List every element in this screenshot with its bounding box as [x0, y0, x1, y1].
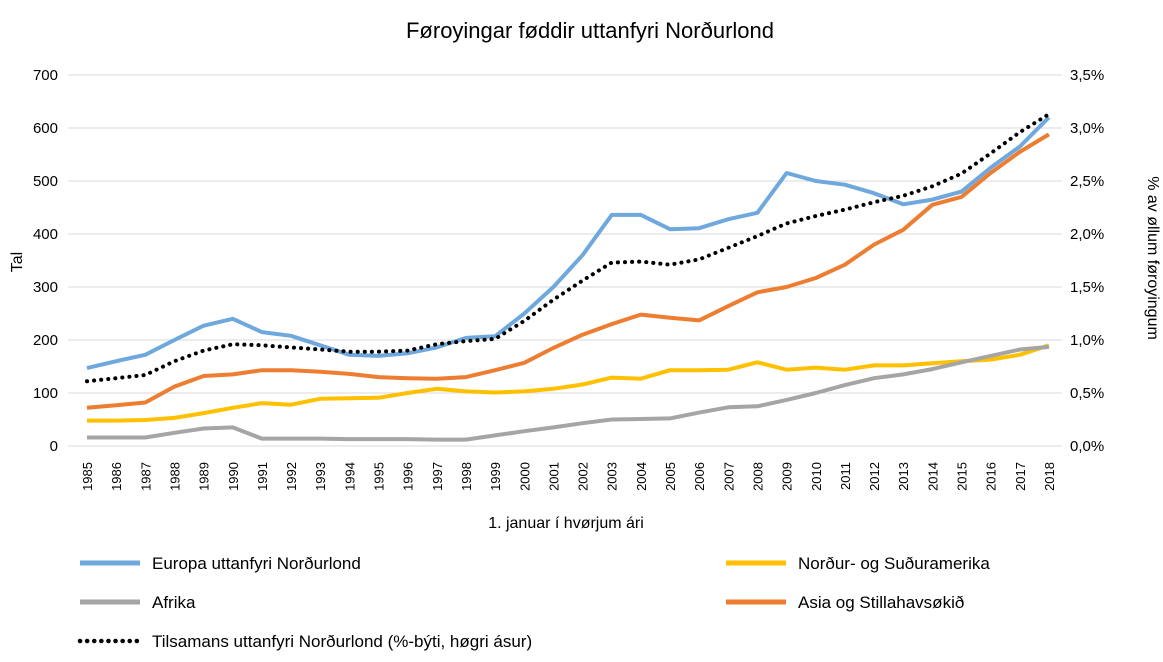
x-tick-label: 2004 [634, 462, 649, 491]
x-tick-label: 1989 [197, 462, 212, 491]
y2-tick-label: 3,5% [1070, 67, 1104, 84]
x-tick-label: 2014 [925, 462, 940, 491]
chart-title: Føroyingar føddir uttanfyri Norðurlond [406, 18, 774, 43]
series-line-5 [85, 112, 1051, 384]
x-tick-label: 1986 [109, 462, 124, 491]
y2-tick-label: 2,0% [1070, 226, 1104, 243]
x-tick-label: 1995 [372, 462, 387, 491]
y-tick-label: 500 [33, 173, 58, 190]
y-tick-label: 0 [50, 438, 58, 455]
x-tick-label: 2017 [1013, 462, 1028, 491]
x-axis-ticks: 1985 1986 1987 1988 1989 1990 1991 1992 1993 1994… [80, 462, 1057, 491]
y2-tick-label: 1,5% [1070, 279, 1104, 296]
series-lines [85, 112, 1051, 442]
legend-label-5: Tilsamans uttanfyri Norðurlond (%-býti, … [152, 632, 532, 651]
x-tick-label: 2011 [838, 462, 853, 490]
gridlines [68, 74, 1062, 447]
left-axis-ticks: 0 100 200 300 400 500 600 700 [33, 67, 58, 455]
x-tick-label: 2012 [867, 462, 882, 491]
x-tick-label: 2002 [576, 462, 591, 491]
x-tick-label: 2016 [984, 462, 999, 491]
x-tick-label: 1987 [138, 462, 153, 491]
x-tick-label: 2000 [517, 462, 532, 491]
y-tick-label: 600 [33, 120, 58, 137]
series-line-3 [87, 344, 1050, 442]
x-axis-label: 1. januar í hvørjum ári [488, 515, 644, 532]
x-tick-label: 2006 [692, 462, 707, 491]
y2-tick-label: 2,5% [1070, 173, 1104, 190]
x-tick-label: 1988 [167, 462, 182, 491]
legend-label-3: Afrika [152, 593, 196, 612]
x-tick-label: 2018 [1042, 462, 1057, 491]
y2-tick-label: 1,0% [1070, 332, 1104, 349]
y-tick-label: 400 [33, 226, 58, 243]
legend-label-4: Asia og Stillahavsøkið [798, 593, 964, 612]
x-tick-label: 2001 [546, 462, 561, 491]
x-tick-label: 1985 [80, 462, 95, 491]
x-tick-label: 2009 [780, 462, 795, 491]
x-tick-label: 1991 [255, 462, 270, 491]
x-tick-label: 2007 [721, 462, 736, 491]
x-tick-label: 2008 [750, 462, 765, 491]
x-tick-label: 1994 [342, 462, 357, 491]
legend-label-1: Europa uttanfyri Norðurlond [152, 554, 361, 573]
y-tick-label: 300 [33, 279, 58, 296]
y-tick-label: 200 [33, 332, 58, 349]
x-tick-label: 1990 [226, 462, 241, 491]
x-tick-label: 2013 [896, 462, 911, 491]
y2-axis-label: % av øllum føroyingum [1144, 176, 1161, 340]
x-tick-label: 2005 [663, 462, 678, 491]
y2-tick-label: 0,5% [1070, 385, 1104, 402]
x-tick-label: 1998 [459, 462, 474, 491]
x-tick-label: 1996 [401, 462, 416, 491]
legend: Europa uttanfyri Norðurlond Norður- og Su… [77, 554, 990, 651]
series-line-1 [86, 115, 1051, 371]
series-line-2 [87, 343, 1050, 423]
x-tick-label: 2015 [955, 462, 970, 491]
y2-tick-label: 0,0% [1070, 438, 1104, 455]
legend-label-2: Norður- og Suðuramerika [798, 554, 990, 573]
x-tick-label: 1997 [430, 462, 445, 491]
x-tick-label: 2010 [809, 462, 824, 491]
series-line-4 [86, 132, 1050, 410]
right-axis-ticks: 0,0% 0,5% 1,0% 1,5% 2,0% 2,5% 3,0% 3,5% [1070, 67, 1104, 455]
x-tick-label: 2003 [605, 462, 620, 491]
y2-tick-label: 3,0% [1070, 120, 1104, 137]
y-tick-label: 100 [33, 385, 58, 402]
x-tick-label: 1993 [313, 462, 328, 491]
x-tick-label: 1999 [488, 462, 503, 491]
y-axis-label: Tal [9, 252, 26, 272]
y-tick-label: 700 [33, 67, 58, 84]
x-tick-label: 1992 [284, 462, 299, 491]
